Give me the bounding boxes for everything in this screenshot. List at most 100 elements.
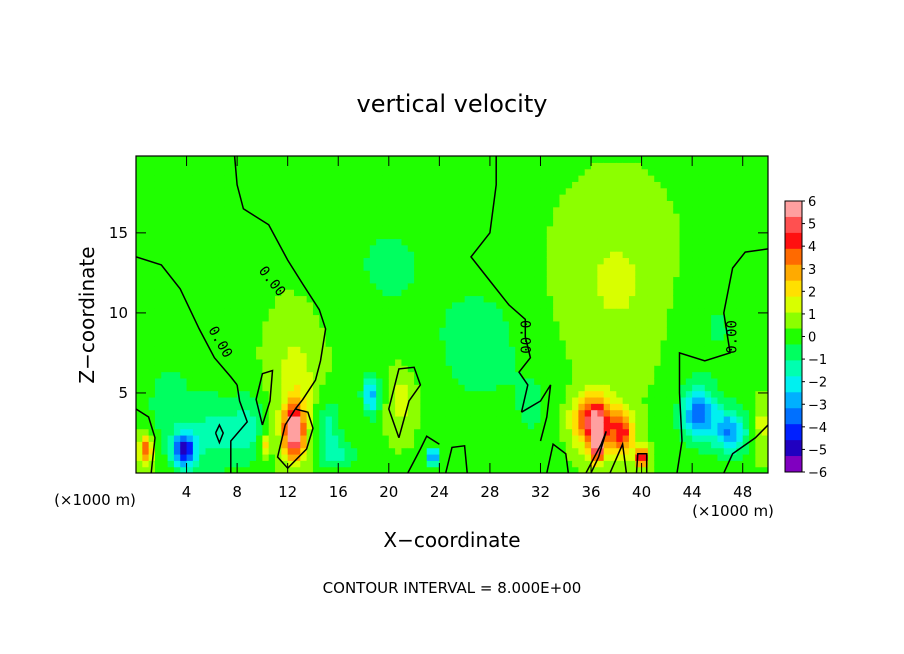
heatmap-cell	[496, 232, 504, 240]
heatmap-cell	[717, 447, 725, 455]
heatmap-cell	[154, 270, 162, 278]
heatmap-cell	[470, 365, 478, 373]
heatmap-cell	[439, 371, 447, 379]
heatmap-cell	[395, 194, 403, 201]
heatmap-cell	[508, 434, 516, 442]
heatmap-cell	[414, 428, 421, 436]
heatmap-cell	[679, 263, 687, 271]
heatmap-cell	[635, 263, 643, 271]
heatmap-cell	[616, 346, 624, 354]
heatmap-cell	[142, 390, 150, 398]
heatmap-cell	[369, 200, 377, 208]
heatmap-cell	[401, 327, 409, 335]
heatmap-cell	[237, 282, 245, 290]
heatmap-cell	[192, 441, 200, 449]
heatmap-cell	[445, 384, 453, 392]
heatmap-cell	[698, 447, 706, 455]
heatmap-cell	[610, 428, 617, 436]
heatmap-cell	[382, 422, 390, 430]
heatmap-cell	[647, 219, 655, 227]
heatmap-cell	[540, 460, 548, 468]
heatmap-cell	[515, 396, 523, 404]
heatmap-cell	[218, 358, 226, 366]
heatmap-cell	[161, 301, 169, 309]
heatmap-field	[136, 156, 768, 473]
heatmap-cell	[136, 314, 143, 322]
heatmap-cell	[426, 352, 434, 360]
heatmap-cell	[572, 422, 579, 430]
heatmap-cell	[578, 377, 586, 385]
heatmap-cell	[205, 244, 213, 252]
heatmap-cell	[369, 415, 377, 423]
heatmap-cell	[218, 175, 226, 182]
heatmap-cell	[565, 276, 573, 284]
heatmap-cell	[363, 320, 371, 328]
heatmap-cell	[331, 358, 339, 366]
heatmap-cell	[515, 409, 523, 417]
heatmap-cell	[565, 390, 573, 398]
heatmap-cell	[154, 358, 162, 366]
heatmap-cell	[167, 187, 175, 195]
heatmap-cell	[496, 403, 504, 411]
heatmap-cell	[489, 320, 497, 328]
heatmap-cell	[426, 257, 434, 265]
heatmap-cell	[401, 308, 409, 316]
heatmap-cell	[534, 251, 542, 259]
heatmap-cell	[439, 352, 447, 360]
heatmap-cell	[673, 422, 681, 430]
heatmap-cell	[249, 263, 257, 271]
heatmap-cell	[249, 371, 257, 379]
heatmap-cell	[300, 289, 308, 297]
heatmap-cell	[603, 320, 611, 328]
heatmap-cell	[439, 333, 447, 341]
heatmap-cell	[565, 447, 573, 455]
heatmap-cell	[205, 162, 213, 170]
heatmap-cell	[730, 327, 737, 335]
heatmap-cell	[192, 295, 200, 303]
heatmap-cell	[173, 339, 181, 347]
heatmap-cell	[192, 447, 200, 455]
heatmap-cell	[666, 276, 674, 284]
heatmap-cell	[407, 447, 415, 455]
heatmap-cell	[470, 295, 478, 303]
heatmap-cell	[761, 441, 768, 449]
heatmap-cell	[458, 371, 466, 379]
heatmap-cell	[369, 434, 377, 442]
heatmap-cell	[357, 263, 365, 271]
heatmap-cell	[597, 308, 605, 316]
heatmap-cell	[654, 352, 662, 360]
heatmap-cell	[502, 301, 510, 309]
heatmap-cell	[692, 289, 700, 297]
heatmap-cell	[243, 365, 251, 373]
heatmap-cell	[445, 428, 453, 436]
heatmap-cell	[211, 308, 219, 316]
heatmap-cell	[433, 257, 440, 265]
heatmap-cell	[338, 263, 346, 271]
heatmap-cell	[420, 219, 428, 227]
heatmap-cell	[211, 327, 219, 335]
heatmap-cell	[584, 460, 592, 468]
heatmap-cell	[211, 371, 219, 379]
heatmap-cell	[464, 238, 472, 246]
heatmap-cell	[597, 181, 605, 189]
heatmap-cell	[496, 295, 504, 303]
heatmap-cell	[287, 314, 295, 322]
heatmap-cell	[711, 308, 719, 316]
heatmap-cell	[527, 390, 535, 398]
heatmap-cell	[401, 181, 409, 189]
heatmap-cell	[761, 358, 768, 366]
heatmap-cell	[578, 339, 586, 347]
heatmap-cell	[679, 257, 687, 265]
heatmap-cell	[376, 308, 384, 316]
heatmap-cell	[736, 415, 744, 423]
heatmap-cell	[199, 453, 207, 461]
heatmap-cell	[591, 314, 598, 322]
heatmap-cell	[154, 219, 162, 227]
heatmap-cell	[218, 409, 226, 417]
heatmap-cell	[717, 276, 725, 284]
heatmap-cell	[559, 219, 567, 227]
heatmap-cell	[268, 263, 276, 271]
heatmap-cell	[433, 371, 440, 379]
heatmap-cell	[458, 333, 466, 341]
heatmap-cell	[597, 377, 605, 385]
